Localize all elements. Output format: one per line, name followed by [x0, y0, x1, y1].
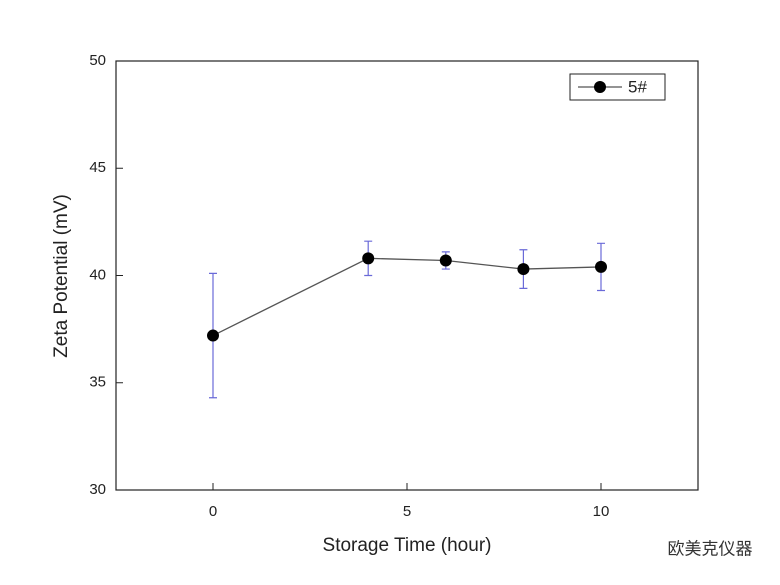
y-tick-label: 35	[89, 374, 106, 391]
x-axis-label: Storage Time (hour)	[323, 535, 492, 556]
data-point	[517, 263, 530, 276]
plot-frame	[115, 60, 699, 491]
y-tick-label: 50	[89, 52, 106, 69]
series-line	[212, 257, 602, 337]
data-point	[595, 260, 607, 273]
legend-label: 5#	[628, 77, 647, 96]
y-tick-label: 30	[89, 481, 106, 498]
data-point	[362, 252, 375, 265]
data-point	[439, 254, 452, 267]
x-tick-label: 10	[593, 503, 610, 520]
y-axis-label: Zeta Potential (mV)	[51, 194, 72, 358]
y-tick-label: 45	[89, 159, 106, 176]
y-tick-label: 40	[89, 266, 106, 283]
legend-marker	[594, 81, 606, 93]
watermark: 欧美克仪器	[668, 539, 753, 558]
x-tick-label: 5	[403, 503, 411, 520]
x-tick-label: 0	[209, 503, 217, 520]
data-point	[207, 329, 219, 342]
